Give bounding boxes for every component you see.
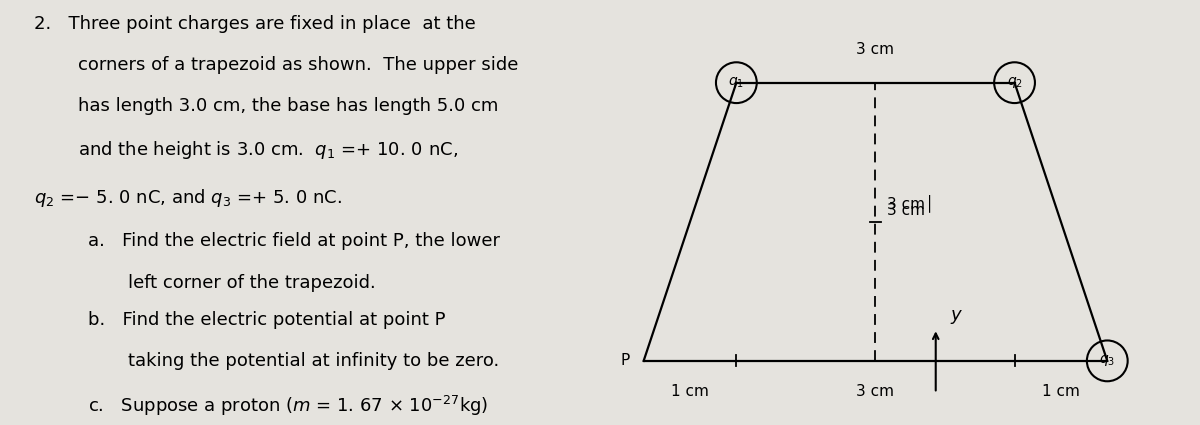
Text: and the height is 3.0 cm.  $q_1$ =+ 10. 0 nC,: and the height is 3.0 cm. $q_1$ =+ 10. 0… (78, 139, 458, 161)
Text: 3 cm: 3 cm (857, 384, 894, 399)
Text: 3 cm: 3 cm (887, 203, 924, 218)
Text: $y$: $y$ (949, 308, 962, 326)
Text: taking the potential at infinity to be zero.: taking the potential at infinity to be z… (128, 352, 499, 370)
Text: 1 cm: 1 cm (1042, 384, 1080, 399)
Text: has length 3.0 cm, the base has length 5.0 cm: has length 3.0 cm, the base has length 5… (78, 97, 498, 115)
Text: 3 cm: 3 cm (857, 42, 894, 57)
Text: $q_3$: $q_3$ (1099, 353, 1115, 368)
Text: P: P (620, 353, 630, 368)
Text: 3 cm│: 3 cm│ (887, 194, 934, 212)
Text: $q_1$: $q_1$ (728, 75, 744, 90)
Text: $q_2$ =− 5. 0 nC, and $q_3$ =+ 5. 0 nC.: $q_2$ =− 5. 0 nC, and $q_3$ =+ 5. 0 nC. (34, 187, 342, 209)
Text: corners of a trapezoid as shown.  The upper side: corners of a trapezoid as shown. The upp… (78, 56, 518, 74)
Text: $q_2$: $q_2$ (1007, 75, 1022, 90)
Text: 2.   Three point charges are fixed in place  at the: 2. Three point charges are fixed in plac… (34, 15, 475, 33)
Text: a.   Find the electric field at point P, the lower: a. Find the electric field at point P, t… (88, 232, 499, 250)
Text: 1 cm: 1 cm (671, 384, 709, 399)
Text: c.   Suppose a proton ($m$ = 1. 67 × 10$^{-27}$kg): c. Suppose a proton ($m$ = 1. 67 × 10$^{… (88, 394, 488, 418)
Text: b.   Find the electric potential at point P: b. Find the electric potential at point … (88, 311, 445, 329)
Text: left corner of the trapezoid.: left corner of the trapezoid. (128, 274, 376, 292)
